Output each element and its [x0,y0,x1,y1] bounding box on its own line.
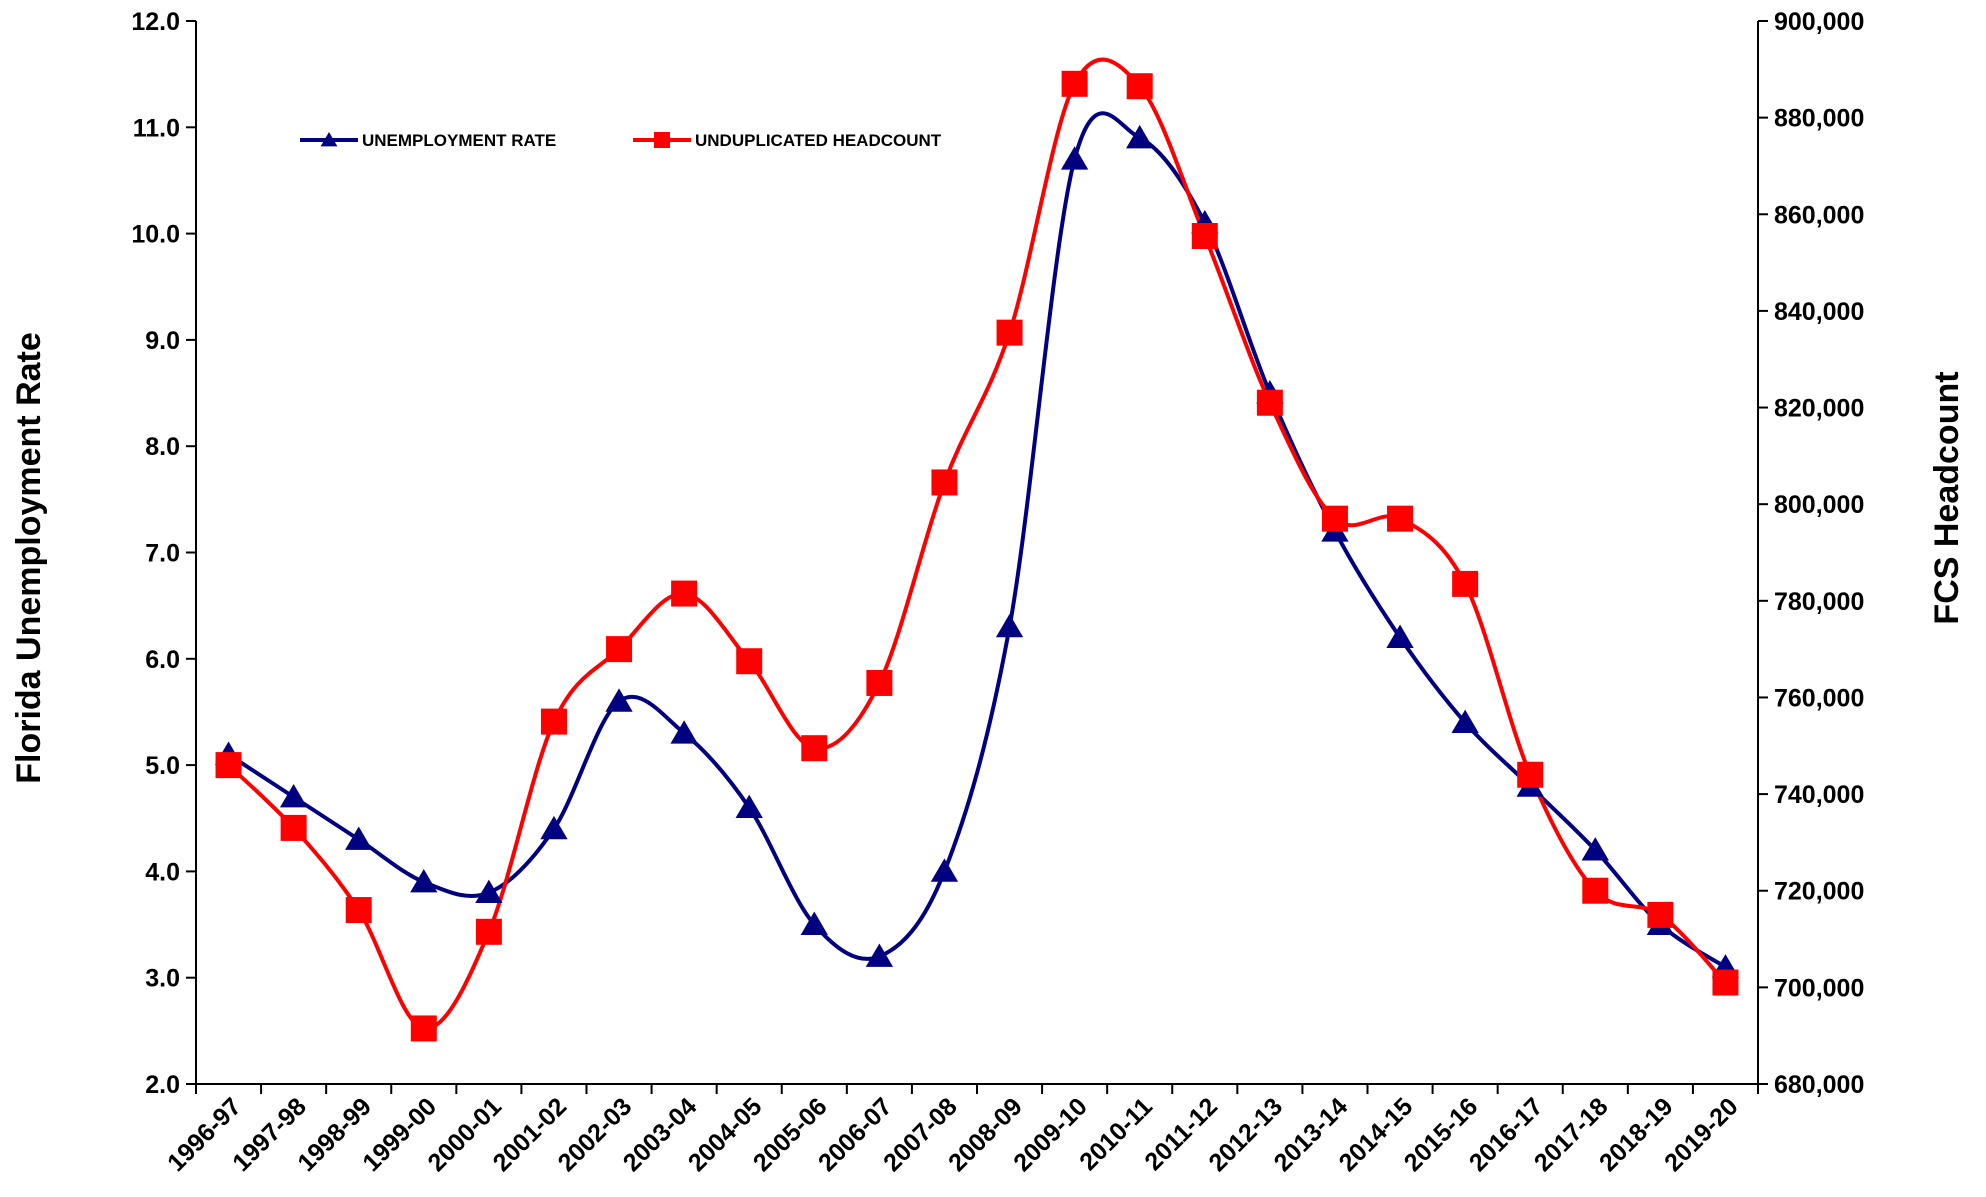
y2-tick-label: 880,000 [1774,105,1864,133]
y2-tick-label: 800,000 [1774,491,1864,519]
data-point-unemployment-rate [670,720,698,744]
y2-axis-title: FCS Headcount [1928,371,1966,624]
y2-tick-label: 740,000 [1774,781,1864,809]
data-point-headcount [475,918,502,945]
data-point-unemployment-rate [800,911,828,935]
data-point-unemployment-rate [930,858,959,882]
data-point-headcount [410,1015,437,1042]
legend-label-unemployment-rate: UNEMPLOYMENT RATE [362,131,556,150]
y2-tick-label: 720,000 [1774,878,1864,906]
data-point-unemployment-rate [1451,709,1479,733]
data-point-headcount [215,752,242,779]
data-point-headcount [1517,761,1544,788]
data-point-headcount [1452,570,1479,597]
y-tick-label: 9.0 [145,327,180,355]
data-point-headcount [996,319,1023,346]
data-point-headcount [345,897,372,924]
data-point-headcount [606,636,633,663]
y-tick-label: 5.0 [145,752,180,780]
data-point-headcount [1256,389,1283,416]
data-point-headcount [1061,70,1088,97]
y2-tick-label: 760,000 [1774,684,1864,712]
series-line-unduplicated-headcount [226,57,1728,1031]
data-point-unemployment-rate [540,815,568,840]
series-lines [226,57,1728,1031]
data-point-unemployment-rate [475,879,503,904]
data-point-headcount [1191,223,1218,250]
x-tick-label: 2019-20 [1659,1092,1744,1177]
data-point-headcount [866,669,893,696]
data-point-headcount [1712,969,1739,996]
data-point-headcount [671,580,698,607]
axes: 2.0 3.0 4.0 5.0 6.0 7.0 8.0 9.0 10.0 11.0 12.0 680,… [131,8,1864,1177]
data-point-unemployment-rate [345,826,373,850]
data-point-headcount [801,735,828,762]
data-point-headcount [1387,505,1414,532]
data-point-headcount [280,814,307,841]
data-point-unemployment-rate [605,688,633,712]
data-point-headcount [1647,901,1674,928]
y-tick-label: 11.0 [133,114,180,142]
data-point-headcount [1126,73,1153,100]
data-point-unemployment-rate [410,869,438,893]
legend: UNEMPLOYMENT RATE UNDUPLICATED HEADCOUNT [300,131,942,150]
x-tick-label: 2009-10 [1008,1092,1093,1177]
y2-tick-label: 820,000 [1774,395,1864,423]
series-line-unemployment-rate [226,111,1728,970]
y-tick-label: 10.0 [131,221,180,249]
data-point-headcount [540,708,567,735]
data-point-unemployment-rate [995,613,1024,638]
y-tick-label: 4.0 [145,858,180,886]
y2-tick-label: 840,000 [1774,298,1864,326]
data-point-unemployment-rate [279,783,308,808]
data-point-headcount [1582,877,1609,904]
y-tick-label: 7.0 [145,540,180,568]
data-point-unemployment-rate [865,943,894,967]
y-tick-label: 8.0 [145,433,180,461]
legend-square-icon [654,132,670,148]
data-point-unemployment-rate [1386,624,1414,648]
y-axis-title: Florida Unemployment Rate [10,332,48,784]
y-tick-label: 3.0 [145,965,180,993]
y2-tick-label: 900,000 [1774,8,1864,36]
legend-label-headcount: UNDUPLICATED HEADCOUNT [695,131,942,150]
data-point-unemployment-rate [1126,124,1154,149]
legend-triangle-icon [320,132,338,147]
y2-tick-label: 780,000 [1774,588,1864,616]
y2-tick-label: 680,000 [1774,1071,1864,1099]
data-point-headcount [1321,505,1348,532]
y2-tick-label: 700,000 [1774,974,1864,1002]
series-markers [214,70,1740,1042]
y-tick-label: 12.0 [131,8,180,36]
data-point-unemployment-rate [735,794,763,819]
data-point-unemployment-rate [1060,146,1089,170]
data-point-unemployment-rate [1581,837,1609,861]
y2-tick-label: 860,000 [1774,201,1864,229]
data-point-headcount [736,648,763,675]
data-point-headcount [931,469,958,496]
y-tick-label: 2.0 [145,1071,180,1099]
y-tick-label: 6.0 [145,646,180,674]
